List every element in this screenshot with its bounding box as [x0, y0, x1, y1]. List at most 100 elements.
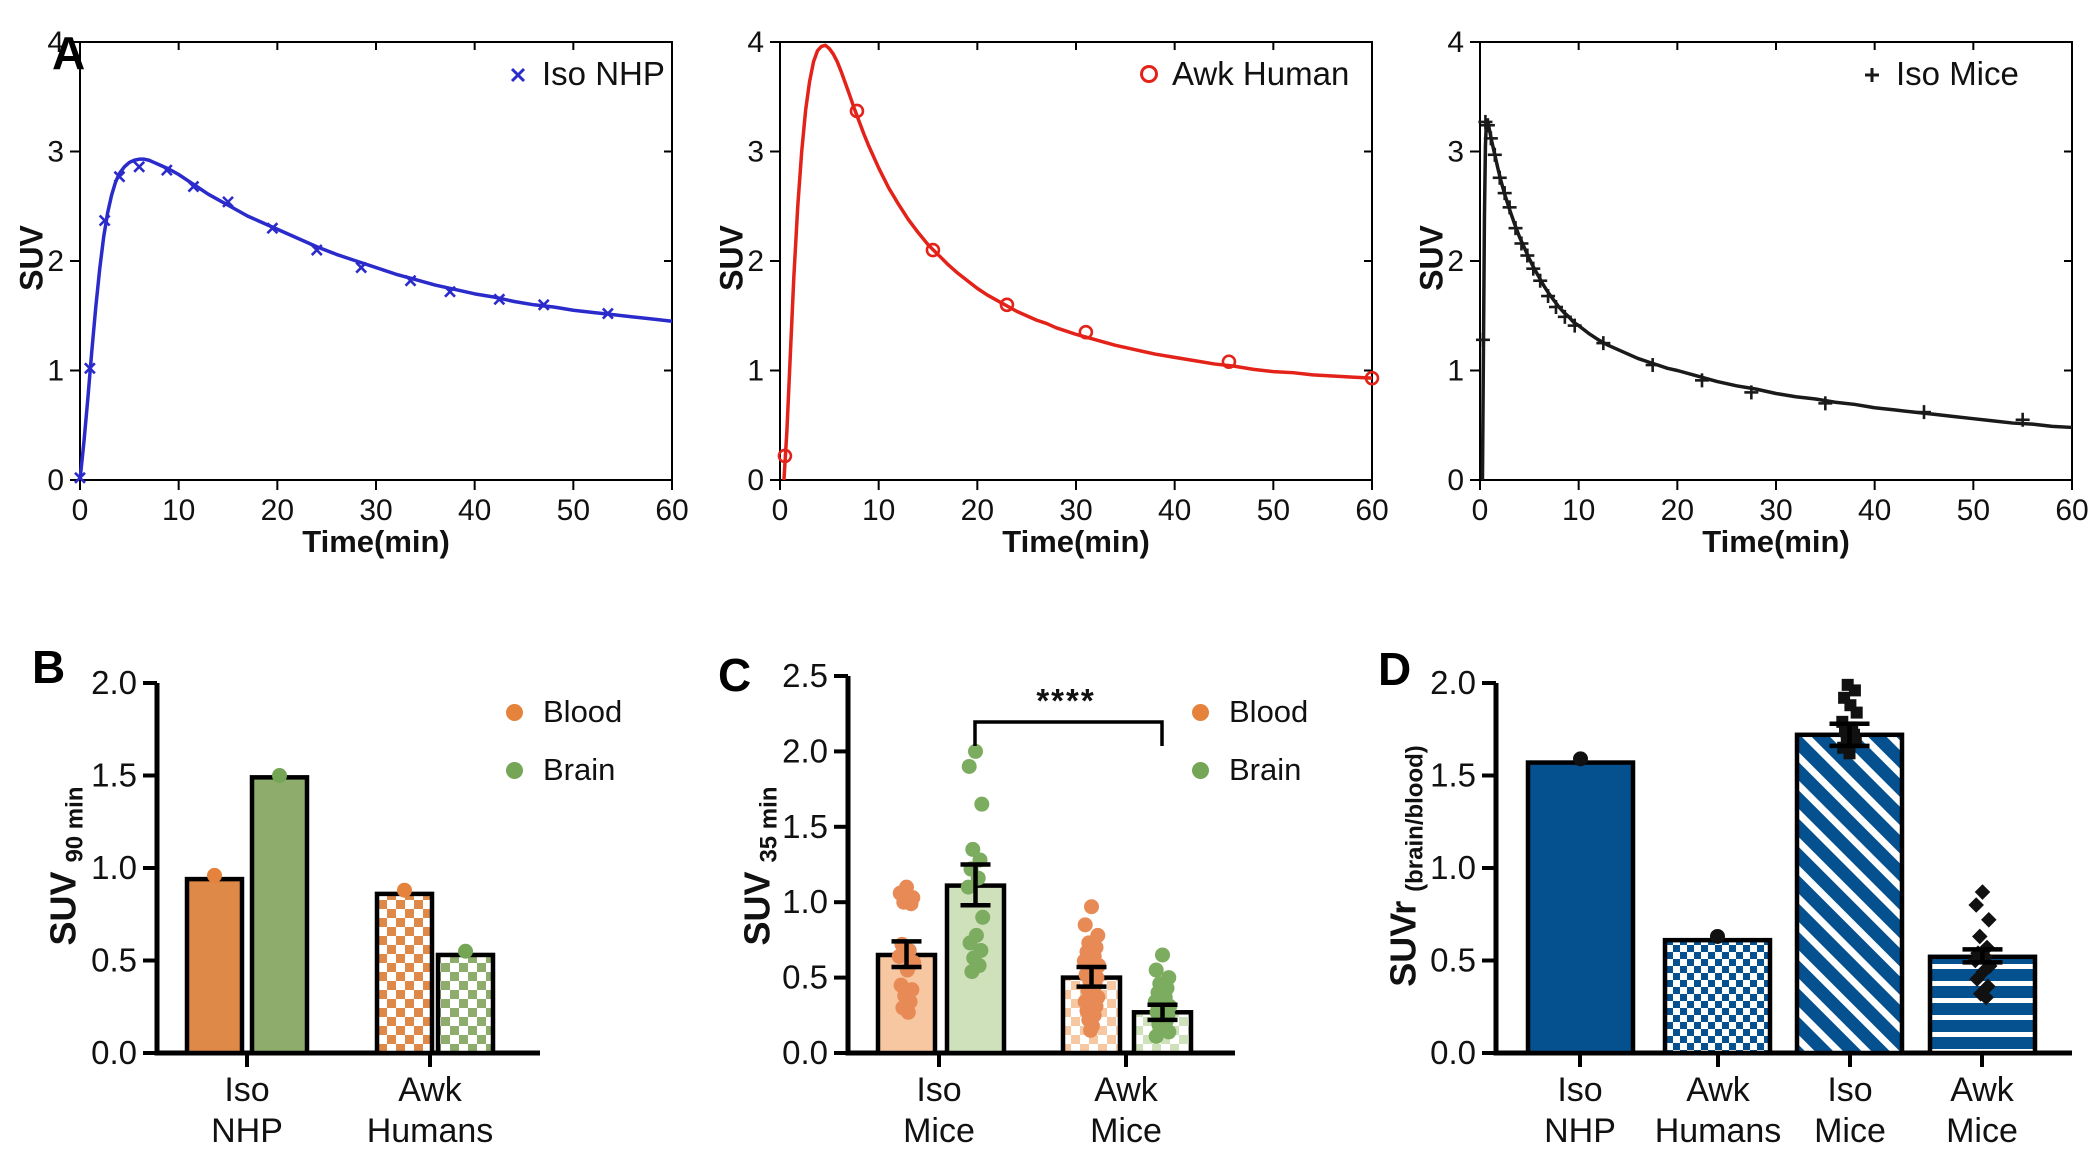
data-points [74, 160, 614, 484]
y-tick-label: 1.5 [91, 757, 137, 794]
y-tick-label: 0 [747, 464, 764, 497]
panel-b-chart: 0.0 0.5 1.0 1.5 2.0 Iso NHP Awk Humans [91, 664, 540, 1150]
panel-a3-x-axis-label: Time(min) [1702, 524, 1850, 559]
y-tick-label: 1 [1447, 355, 1464, 388]
panel-a1-legend: Iso NHP [508, 55, 665, 93]
bar-brain [435, 952, 496, 1056]
y-axis-label-main: SUV [42, 871, 84, 946]
bar-blood [184, 876, 245, 1056]
scatter-points [458, 943, 473, 959]
legend-label: Blood [1229, 694, 1309, 729]
data-point [444, 285, 456, 298]
data-point [1083, 1022, 1099, 1038]
data-point [1077, 917, 1093, 933]
panel-c-legend: Blood Brain [1192, 694, 1308, 788]
data-point [1148, 1028, 1164, 1044]
brain-dot-icon [506, 761, 523, 779]
legend-label: Blood [543, 694, 623, 729]
y-tick-label: 0.5 [91, 942, 137, 979]
y-tick-label: 1 [747, 355, 764, 388]
category-label: Iso Mice [1814, 1071, 1886, 1150]
data-point [974, 796, 990, 812]
x-tick-label: 60 [2055, 494, 2088, 527]
data-point [964, 964, 980, 980]
y-tick-label: 2.0 [782, 732, 828, 769]
x-tick-label: 0 [1472, 494, 1489, 527]
data-point [849, 103, 865, 119]
data-point [537, 298, 550, 311]
x-tick-label: 40 [458, 494, 491, 527]
y-tick-label: 1 [47, 355, 64, 388]
y-axis-label-main: SUVr [1382, 900, 1424, 987]
plus-marker-icon [1862, 55, 1882, 93]
x-tick-label: 20 [1661, 494, 1694, 527]
data-point [900, 1004, 916, 1020]
fit-curve [78, 157, 673, 481]
data-point [133, 160, 146, 173]
panel-c-chart: 0.0 0.5 1.0 1.5 2.0 2.5 Iso Mice Awk Mice [782, 657, 1235, 1150]
data-point [962, 935, 978, 951]
y-tick-label: 0.5 [782, 959, 828, 996]
blood-dot-icon [506, 703, 523, 721]
y-tick-label: 0 [1447, 464, 1464, 497]
category-label: Awk Humans [367, 1071, 494, 1150]
bar-iso-mice [1794, 732, 1905, 1056]
data-point [74, 471, 86, 484]
y-tick-label: 2 [747, 245, 764, 278]
x-tick-label: 50 [1957, 494, 1990, 527]
scatter-points [1710, 928, 1725, 944]
x-tick-label: 10 [862, 494, 895, 527]
category-label: Awk Mice [1090, 1071, 1162, 1150]
fit-curve [782, 43, 1373, 481]
brain-dot-icon [1192, 761, 1209, 779]
legend-label: Iso NHP [542, 55, 665, 92]
y-tick-label: 2.0 [91, 664, 137, 701]
data-point [925, 242, 941, 258]
data-point [222, 195, 234, 208]
data-point [1161, 1024, 1177, 1040]
data-point [1968, 897, 1984, 913]
legend-item-blood: Blood [1192, 694, 1308, 730]
x-tick-label: 10 [162, 494, 195, 527]
data-point [1974, 884, 1991, 900]
bar-blood [374, 891, 435, 1056]
x-tick-label: 20 [261, 494, 294, 527]
category-label: Iso NHP [1544, 1071, 1616, 1150]
data-point [999, 297, 1015, 313]
x-tick-label: 40 [1858, 494, 1891, 527]
x-tick-label: 60 [655, 494, 688, 527]
data-point [1155, 947, 1170, 963]
scatter-points [397, 882, 412, 898]
panel-a3-y-axis-label: SUV [1413, 225, 1450, 291]
data-point [266, 222, 279, 235]
data-point [113, 170, 126, 183]
data-point [601, 307, 614, 320]
panel-b-legend: Blood Brain [506, 694, 622, 788]
panel-a1-chart: 0 10 20 30 40 50 60 0 1 2 3 4 [47, 26, 688, 527]
bar-brain [249, 775, 310, 1056]
data-point [83, 362, 96, 375]
y-tick-label: 4 [47, 26, 64, 59]
category-label: Awk Humans [1655, 1071, 1782, 1150]
data-point [891, 948, 907, 964]
legend-label: Brain [543, 752, 616, 787]
data-point [207, 867, 222, 883]
fit-curve [1480, 119, 2073, 481]
x-marker-icon [508, 55, 528, 93]
y-tick-label: 0.0 [91, 1034, 137, 1071]
legend-label: Awk Human [1172, 55, 1350, 92]
data-point [903, 896, 919, 912]
data-point [397, 882, 412, 898]
panel-a1-y-axis-label: SUV [13, 225, 50, 291]
panel-a2-y-axis-label: SUV [713, 225, 750, 291]
y-tick-label: 4 [1447, 26, 1464, 59]
data-point [960, 879, 976, 895]
x-tick-label: 30 [1759, 494, 1792, 527]
data-point [968, 743, 983, 759]
y-tick-label: 1.0 [91, 849, 137, 886]
data-point [187, 180, 200, 193]
y-tick-label: 0.0 [1430, 1034, 1476, 1071]
y-tick-label: 1.0 [1430, 849, 1476, 886]
data-point [777, 448, 793, 464]
